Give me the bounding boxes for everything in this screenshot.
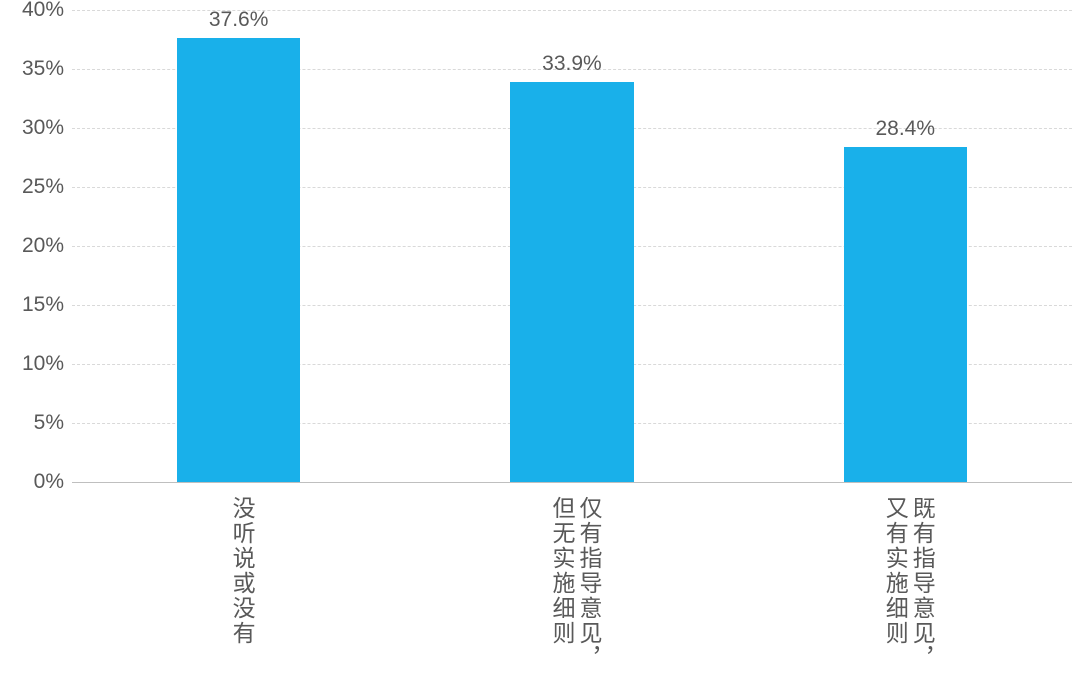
bar-value-label: 28.4% xyxy=(875,117,935,147)
ytick-label: 20% xyxy=(22,234,72,258)
bar-value-label: 33.9% xyxy=(542,52,602,82)
ytick-label: 35% xyxy=(22,57,72,81)
ytick-label: 30% xyxy=(22,116,72,140)
xtick-label: 又有实施细则 xyxy=(878,496,912,646)
bar-chart: 0%5%10%15%20%25%30%35%40%没听说或没有仅有指导意见，但无… xyxy=(0,0,1080,674)
plot-area: 0%5%10%15%20%25%30%35%40%没听说或没有仅有指导意见，但无… xyxy=(72,10,1072,482)
ytick-label: 15% xyxy=(22,293,72,317)
ytick-label: 40% xyxy=(22,0,72,22)
bar: 37.6% xyxy=(177,38,300,482)
ytick-label: 5% xyxy=(34,411,72,435)
xtick-label: 没听说或没有 xyxy=(225,496,259,646)
bar: 33.9% xyxy=(510,82,633,482)
ytick-label: 0% xyxy=(34,470,72,494)
bar-value-label: 37.6% xyxy=(209,8,269,38)
x-axis-line xyxy=(72,482,1072,483)
bar: 28.4% xyxy=(844,147,967,482)
ytick-label: 10% xyxy=(22,352,72,376)
xtick-label: 但无实施细则 xyxy=(545,496,579,646)
ytick-label: 25% xyxy=(22,175,72,199)
